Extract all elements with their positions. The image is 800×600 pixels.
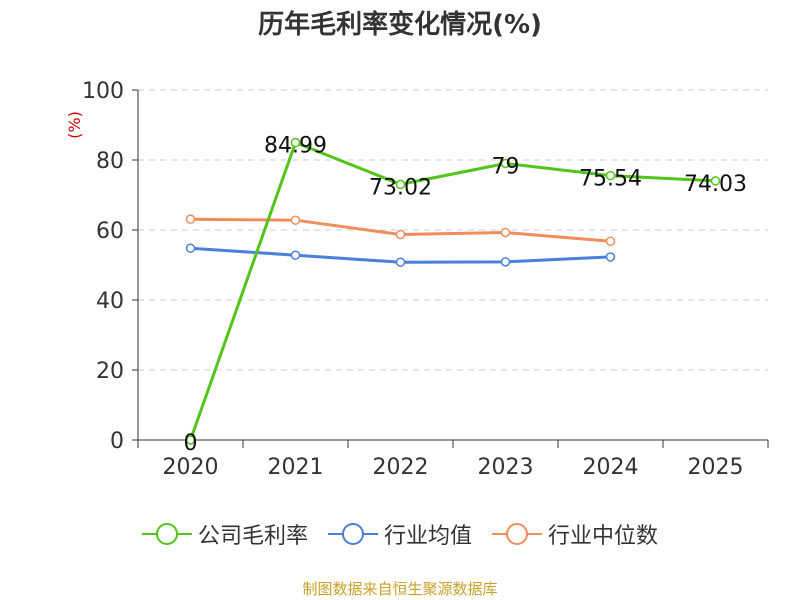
x-tick-label: 2025 [688, 455, 744, 480]
data-label: 75.54 [579, 167, 642, 192]
y-tick-label: 60 [96, 219, 124, 244]
data-point [185, 214, 196, 224]
data-point [500, 257, 511, 267]
data-point [185, 243, 196, 253]
legend-label-industry-mean: 行业均值 [383, 524, 472, 549]
data-point [605, 170, 616, 181]
data-point [290, 137, 301, 148]
legend-swatch-industry-median [492, 523, 542, 545]
series-layer [185, 137, 721, 445]
legend: 公司毛利率 行业均值 行业中位数 [0, 518, 800, 550]
x-tick-label: 2022 [373, 455, 429, 480]
legend-swatch-industry-mean [327, 523, 378, 545]
data-label: 0 [184, 431, 198, 456]
legend-item-industry-mean[interactable]: 行业均值 [327, 518, 472, 550]
data-point [605, 252, 616, 262]
data-source-note: 制图数据来自恒生聚源数据库 [302, 580, 498, 598]
y-tick-label: 100 [82, 79, 124, 104]
x-tick-label: 2023 [478, 455, 534, 480]
data-point [500, 158, 511, 169]
y-tick-label: 80 [96, 149, 124, 174]
legend-label-industry-median: 行业中位数 [548, 524, 659, 549]
data-point [290, 215, 301, 225]
grid-layer [138, 89, 768, 371]
data-label: 73.02 [369, 175, 432, 200]
y-tick-label: 20 [96, 359, 124, 384]
series-line [189, 141, 716, 441]
x-tick-label: 2021 [268, 455, 324, 480]
data-label: 74.03 [684, 172, 747, 197]
data-point [605, 236, 616, 246]
data-point [185, 435, 196, 445]
data-point [395, 179, 406, 190]
data-point [290, 250, 301, 260]
data-point [395, 229, 406, 240]
data-point [395, 257, 406, 267]
y-tick-label: 40 [96, 289, 124, 314]
legend-item-company[interactable]: 公司毛利率 [141, 518, 308, 550]
data-label: 79 [492, 155, 520, 180]
axis-layer: 0 20 40 60 80 100 2020 2021 2022 2023 2024 2025 [82, 79, 769, 480]
data-label: 84.99 [264, 134, 327, 159]
data-point [500, 227, 511, 238]
legend-swatch-company [141, 523, 192, 545]
y-tick-label: 0 [110, 429, 124, 454]
legend-item-industry-median[interactable]: 行业中位数 [492, 518, 658, 550]
legend-label-company: 公司毛利率 [197, 524, 308, 549]
x-tick-label: 2020 [163, 455, 219, 480]
chart-title: 历年毛利率变化情况(%) [258, 10, 542, 40]
data-label-layer: 0 84.99 73.02 79 75.54 74.03 [184, 134, 747, 456]
x-tick-label: 2024 [583, 455, 639, 480]
y-axis-label: (%) [65, 111, 84, 139]
data-point [710, 176, 721, 186]
